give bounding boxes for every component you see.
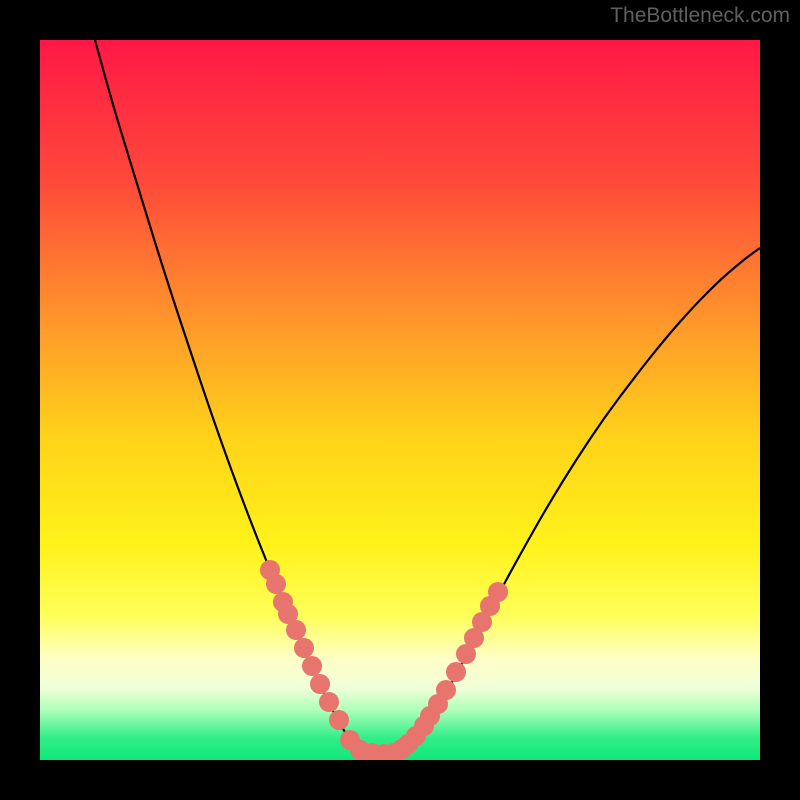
marker-dot xyxy=(302,656,322,676)
marker-dot xyxy=(488,582,508,602)
watermark: TheBottleneck.com xyxy=(610,4,790,28)
markers-right-cluster xyxy=(384,582,508,760)
marker-dot xyxy=(436,680,456,700)
marker-dot xyxy=(446,662,466,682)
marker-dot xyxy=(310,674,330,694)
marker-dot xyxy=(266,574,286,594)
v-curve xyxy=(95,40,760,754)
markers-left-cluster xyxy=(260,560,394,760)
plot-area xyxy=(40,40,760,760)
marker-dot xyxy=(286,620,306,640)
marker-dot xyxy=(294,638,314,658)
marker-dot xyxy=(329,710,349,730)
marker-dot xyxy=(319,692,339,712)
curve-layer xyxy=(40,40,760,760)
